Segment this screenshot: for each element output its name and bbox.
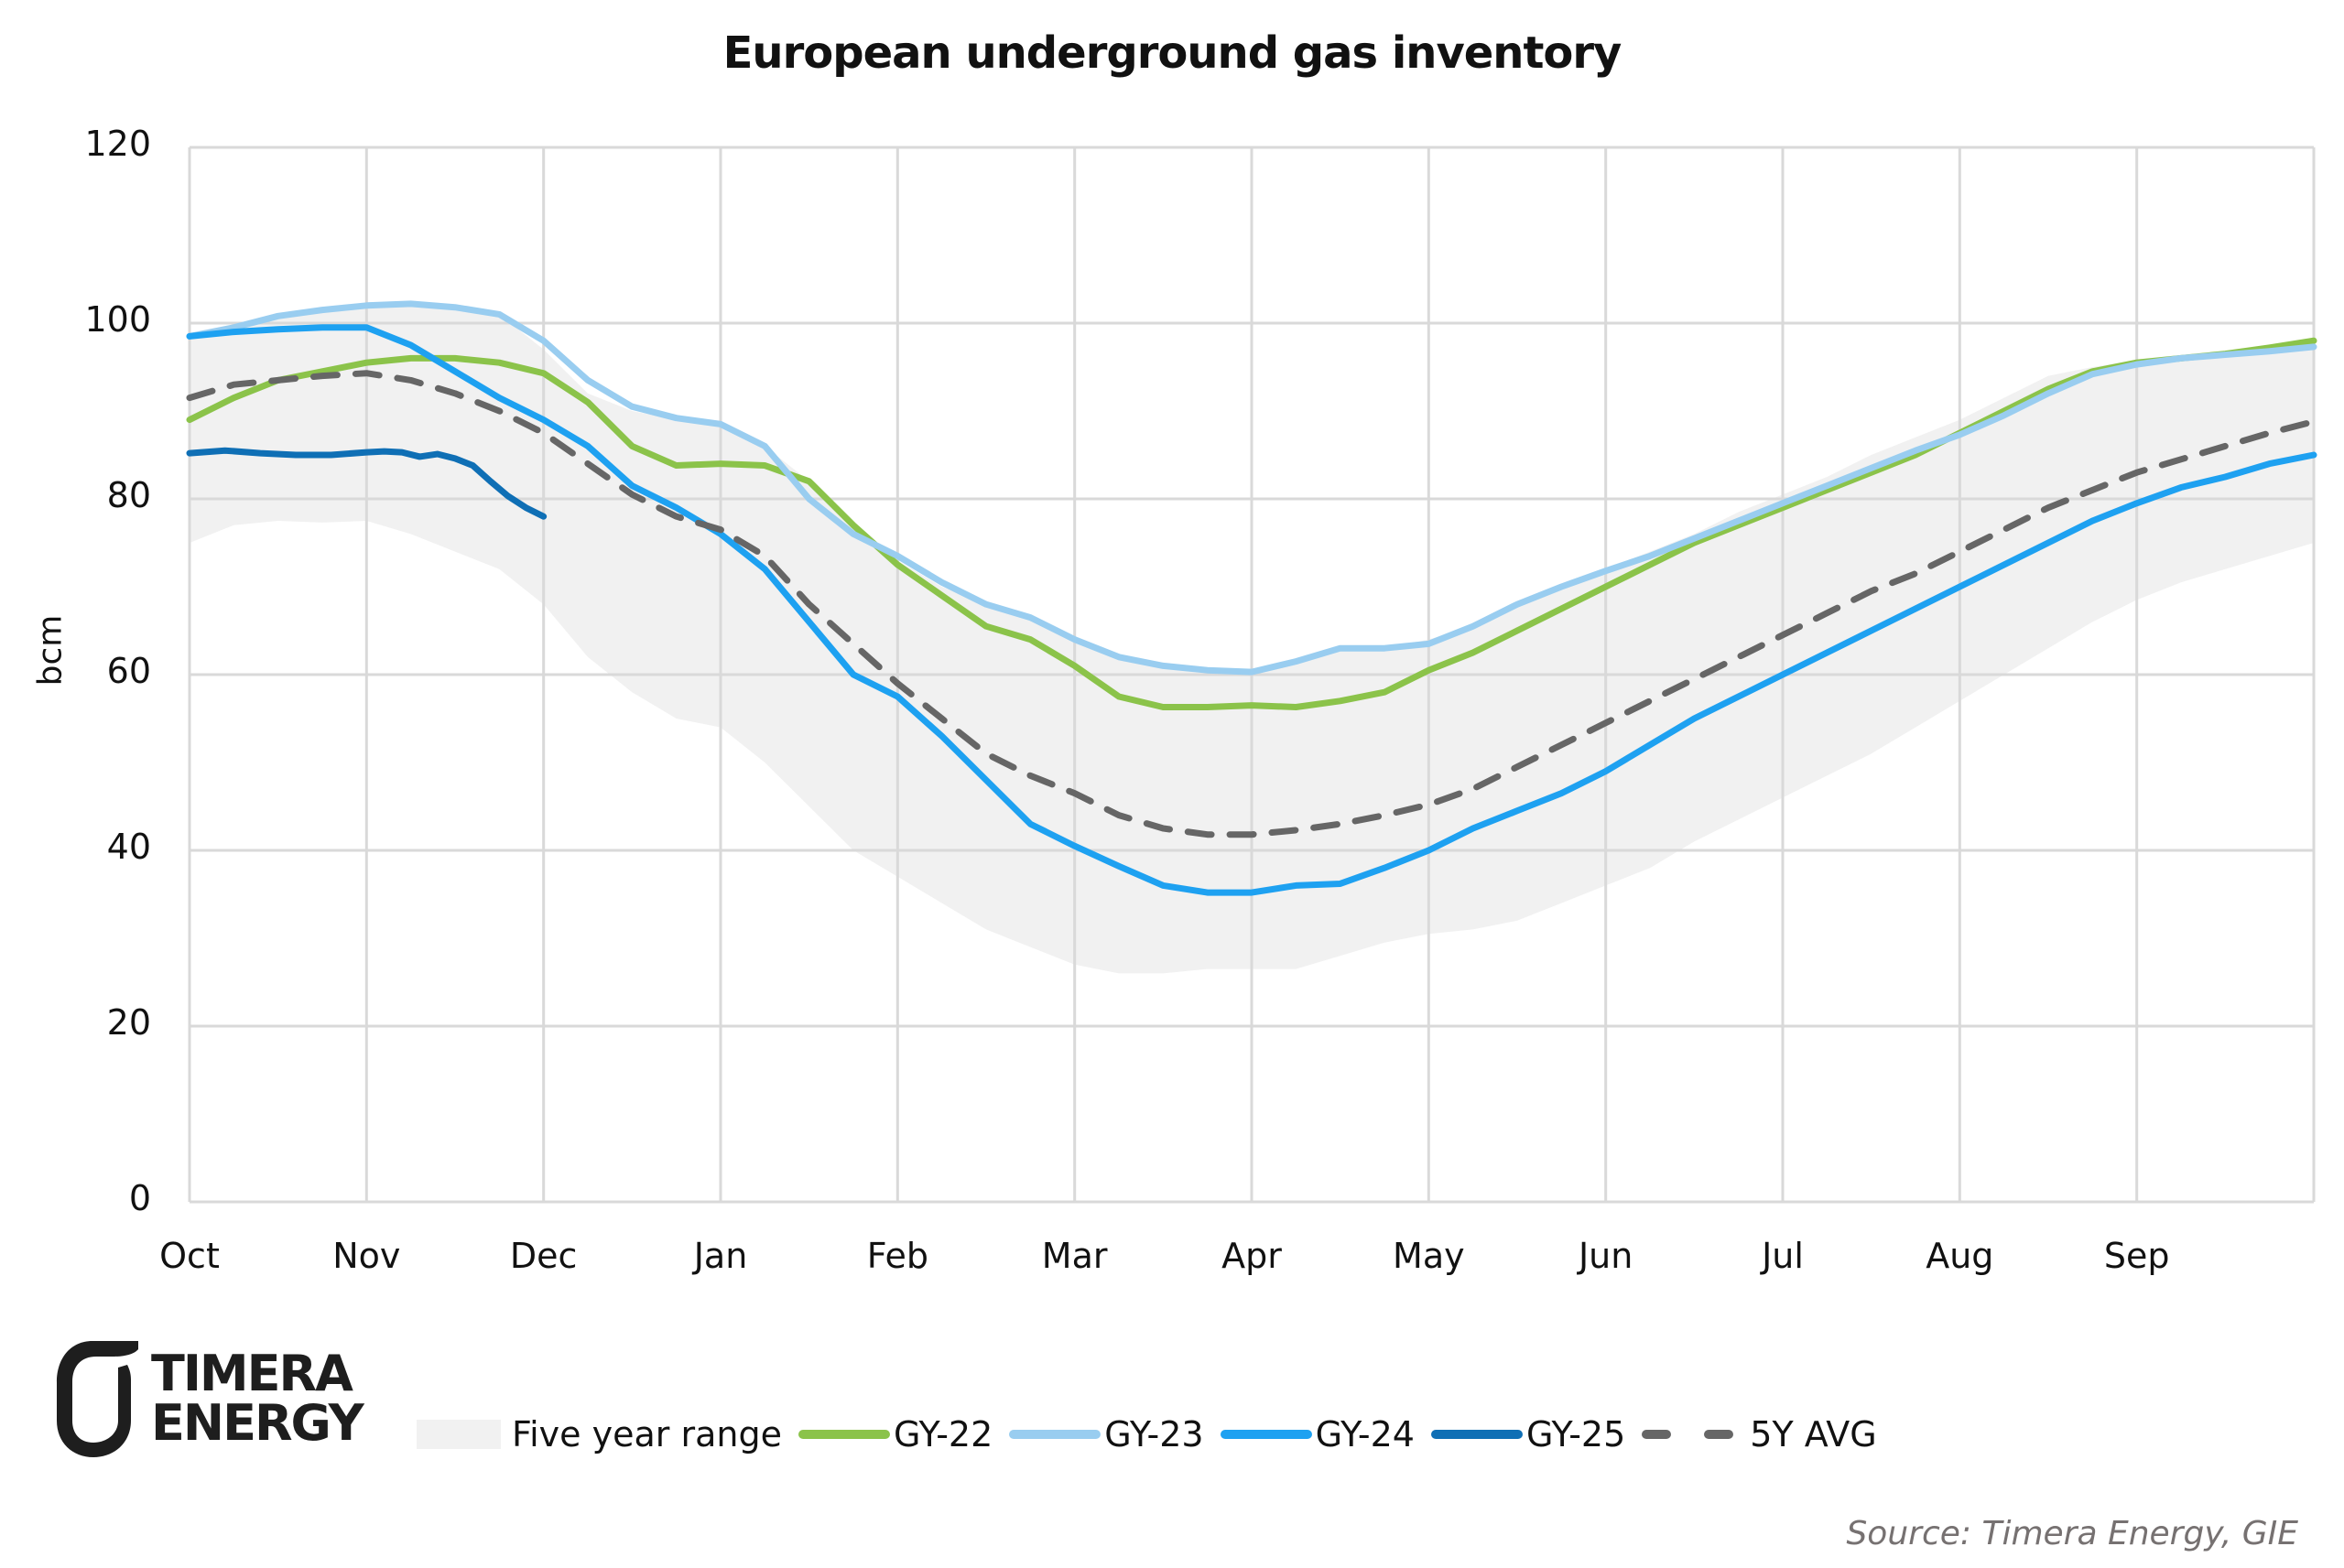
- x-tick-label: Sep: [2103, 1236, 2170, 1276]
- series-line-gy-24: [186, 324, 2317, 896]
- x-tick-label: Feb: [866, 1236, 928, 1276]
- y-tick-label: 0: [128, 1178, 151, 1218]
- x-tick-label: Jan: [693, 1236, 748, 1276]
- legend-swatch-area: [417, 1420, 501, 1449]
- y-tick-label: 120: [84, 124, 151, 164]
- legend-item-gy-22: GY-22: [798, 1414, 993, 1454]
- y-tick-label: 20: [106, 1002, 151, 1043]
- x-tick-label: Aug: [1926, 1236, 1994, 1276]
- series-line-gy-23: [186, 300, 2317, 676]
- chart-title: European underground gas inventory: [722, 27, 1622, 79]
- x-tick-label: May: [1393, 1236, 1465, 1276]
- legend-label: GY-23: [1104, 1414, 1204, 1454]
- legend-label: GY-24: [1315, 1414, 1415, 1454]
- legend-item-gy-24: GY-24: [1220, 1414, 1415, 1454]
- legend-swatch-line: [1430, 1430, 1523, 1439]
- x-tick-label: Oct: [159, 1236, 220, 1276]
- y-tick-label: 40: [106, 827, 151, 867]
- y-tick-label: 80: [106, 475, 151, 515]
- y-tick-label: 100: [84, 299, 151, 340]
- source-note: Source: Timera Energy, GIE: [1846, 1515, 2298, 1552]
- x-tick-label: Apr: [1221, 1236, 1282, 1276]
- legend-swatch-line: [1009, 1430, 1101, 1439]
- legend-swatch-line: [798, 1430, 890, 1439]
- series-line-5y-avg: [186, 370, 2317, 838]
- legend-label: 5Y AVG: [1750, 1414, 1877, 1454]
- legend-swatch-dash: [1642, 1430, 1734, 1439]
- legend-swatch-line: [1220, 1430, 1312, 1439]
- chart-legend: Five year range GY-22 GY-23 GY-24 GY-25 …: [417, 1407, 1894, 1462]
- y-tick-label: 60: [106, 651, 151, 691]
- legend-item-five-year-range: Five year range: [417, 1414, 782, 1454]
- x-tick-label: Jun: [1578, 1236, 1633, 1276]
- legend-item-gy-23: GY-23: [1009, 1414, 1204, 1454]
- legend-item-gy-25: GY-25: [1430, 1414, 1626, 1454]
- legend-item-5y-avg: 5Y AVG: [1642, 1414, 1877, 1454]
- timera-logo: TIMERA ENERGY: [52, 1338, 364, 1462]
- legend-label: GY-22: [893, 1414, 993, 1454]
- x-tick-label: Jul: [1762, 1236, 1804, 1276]
- x-tick-label: Mar: [1041, 1236, 1108, 1276]
- x-tick-label: Dec: [509, 1236, 578, 1276]
- legend-label: Five year range: [512, 1414, 782, 1454]
- series-line-gy-25: [186, 447, 548, 520]
- legend-label: GY-25: [1525, 1414, 1626, 1454]
- timera-logo-mark-icon: [57, 1341, 138, 1457]
- logo-text-line1: TIMERA: [151, 1345, 353, 1402]
- x-tick-label: Nov: [332, 1236, 401, 1276]
- logo-text-line2: ENERGY: [151, 1394, 364, 1452]
